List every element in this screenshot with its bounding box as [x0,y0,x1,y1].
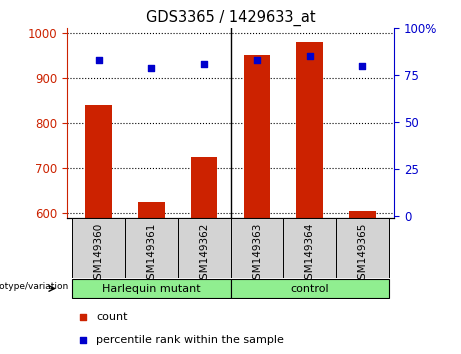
Bar [191,157,217,218]
Bar [230,279,389,298]
Point [79,337,87,343]
Bar [336,218,389,278]
Title: GDS3365 / 1429633_at: GDS3365 / 1429633_at [146,9,315,25]
Bar [284,218,336,278]
Point [306,53,313,59]
Point [95,57,102,63]
Bar [138,202,165,218]
Bar [72,279,230,298]
Bar [85,105,112,218]
Bar [349,211,376,218]
Text: GSM149360: GSM149360 [94,223,104,286]
Bar [72,218,125,278]
Point [79,314,87,320]
Text: percentile rank within the sample: percentile rank within the sample [96,335,284,346]
Text: count: count [96,312,128,322]
Point [201,61,208,67]
Bar [125,218,177,278]
Bar [230,218,284,278]
Bar [296,42,323,218]
Point [359,63,366,69]
Text: GSM149365: GSM149365 [357,223,367,286]
Text: control: control [290,284,329,293]
Text: GSM149362: GSM149362 [199,223,209,286]
Bar [177,218,230,278]
Bar [244,55,270,218]
Text: genotype/variation: genotype/variation [0,282,69,291]
Point [253,57,260,63]
Text: Harlequin mutant: Harlequin mutant [102,284,201,293]
Text: GSM149363: GSM149363 [252,223,262,286]
Text: GSM149361: GSM149361 [146,223,156,286]
Text: GSM149364: GSM149364 [305,223,315,286]
Point [148,65,155,70]
